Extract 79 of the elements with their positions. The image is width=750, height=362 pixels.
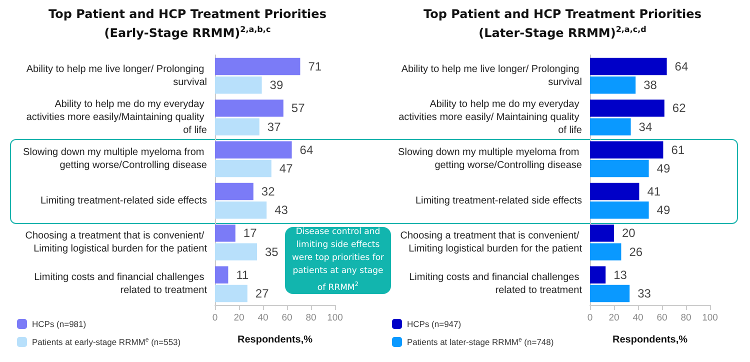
y-tick-label: Ability to help me do my everyday activities more easily/Maintaining quality of life	[26, 99, 208, 136]
bar	[590, 243, 622, 260]
x-tick-label: 40	[632, 312, 644, 324]
data-label: 62	[672, 101, 686, 116]
x-tick-label: 60	[282, 312, 292, 324]
bar	[215, 243, 257, 260]
y-tick-label: Slowing down my multiple myeloma from getting worse/Controlling disease	[398, 147, 582, 172]
data-label: 37	[267, 120, 282, 134]
bar	[215, 182, 254, 200]
data-label: 39	[270, 78, 284, 92]
y-tick-label: Limiting treatment-related side effects	[415, 195, 582, 206]
data-label: 71	[308, 60, 322, 74]
data-label: 26	[629, 244, 643, 259]
x-tick-label: 20	[234, 312, 244, 324]
x-tick-label: 80	[680, 312, 692, 324]
y-tick-label: Limiting costs and financial challenges related to treatment	[409, 272, 582, 296]
data-label: 61	[671, 142, 685, 157]
bar	[590, 76, 636, 94]
data-label: 47	[279, 161, 294, 176]
x-tick-label: 80	[306, 312, 316, 324]
x-tick-label: 60	[656, 312, 668, 324]
data-label: 64	[300, 142, 314, 157]
data-label: 34	[638, 120, 652, 134]
annotation: Disease control and limiting side effects were top priorities for patients at any stage of RRMM$^{2}$	[290, 226, 386, 295]
chart-title: Top Patient and HCP Treatment Priorities (Early-Stage RRMM)$^{2,a,b,c}$	[48, 6, 328, 41]
data-label: 38	[644, 78, 658, 92]
x-tick-label: 0	[212, 312, 218, 324]
x-tick-label: 40	[258, 312, 268, 324]
bar	[215, 141, 292, 158]
data-label: 57	[291, 101, 306, 116]
data-label: 49	[656, 161, 670, 176]
bar	[215, 58, 300, 76]
bar	[590, 224, 614, 242]
data-label: 64	[674, 60, 688, 74]
x-tick-label: 100	[327, 312, 343, 324]
data-label: 33	[638, 286, 652, 300]
bar	[590, 141, 664, 158]
bar	[215, 266, 228, 284]
data-label: 27	[255, 286, 270, 300]
bar	[590, 58, 667, 76]
y-tick-label: Choosing a treatment that is convenient/ Limiting logistical burden for the patient	[25, 230, 208, 254]
data-label: 13	[614, 268, 628, 282]
data-label: 32	[261, 184, 276, 199]
data-label: 35	[265, 244, 279, 259]
bar	[215, 284, 248, 302]
bar	[590, 160, 649, 178]
x-tick-label: 100	[702, 312, 718, 324]
data-label: 20	[622, 226, 636, 240]
bar	[215, 224, 236, 242]
x-axis-title: Respondents,%	[237, 334, 313, 346]
bar	[215, 100, 284, 117]
legend-label: HCPs (n=981)	[32, 319, 86, 329]
y-tick-label: Limiting costs and financial challenges related to treatment	[34, 272, 208, 296]
data-label: 43	[274, 203, 288, 218]
y-tick-label: Ability to help me live longer/ Prolonging survival	[26, 64, 207, 88]
y-tick-label: Choosing a treatment that is convenient/ Limiting logistical burden for the patient	[400, 230, 582, 254]
x-axis-title: Respondents,%	[612, 334, 688, 346]
bar	[590, 284, 630, 302]
bar	[215, 118, 260, 136]
y-tick-label: Ability to help me do my everyday activities more easily/ Maintaining quality of life	[398, 99, 582, 136]
x-tick-label: 20	[608, 312, 620, 324]
y-tick-label: Ability to help me live longer/ Prolonging survival	[401, 64, 582, 88]
y-tick-label: Limiting treatment-related side effects	[40, 195, 207, 206]
bar	[215, 160, 272, 178]
bar	[215, 76, 262, 94]
x-tick-label: 0	[587, 312, 593, 324]
bar	[590, 100, 664, 117]
bar	[590, 182, 640, 200]
data-label: 41	[647, 184, 661, 199]
legend-label: HCPs (n=947)	[407, 319, 462, 329]
bar	[215, 202, 267, 219]
bar	[590, 118, 631, 136]
data-label: 17	[243, 226, 258, 240]
data-label: 11	[236, 268, 249, 282]
y-tick-label: Slowing down my multiple myeloma from getting worse/Controlling disease	[23, 147, 208, 172]
bar	[590, 202, 649, 219]
chart-title: Top Patient and HCP Treatment Priorities (Later-Stage RRMM)$^{2,a,c,d}$	[422, 6, 702, 41]
bar	[590, 266, 606, 284]
data-label: 49	[656, 203, 670, 218]
